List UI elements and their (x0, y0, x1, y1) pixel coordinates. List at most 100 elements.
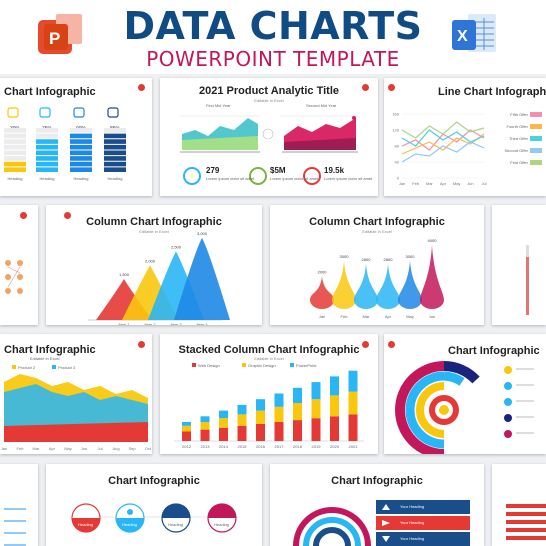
stack-segment (293, 420, 302, 441)
bar-segment (4, 156, 26, 161)
bar-segment (4, 161, 26, 167)
legend-label: Third Offer (509, 136, 529, 141)
slide-r4c4[interactable] (492, 464, 546, 546)
kpi-value-1: 279 (206, 166, 220, 175)
line-series (401, 121, 485, 139)
bar-label: Heading (108, 176, 123, 181)
circle-label-4: Heading (214, 522, 229, 527)
slide-title: Chart Infographic (108, 475, 200, 487)
stack-segment (200, 429, 210, 441)
row-heading-3: Your Heading (400, 536, 425, 541)
legend-graphic-design: Graphic Design (248, 363, 276, 368)
circle-icons (71, 503, 237, 533)
kpi-ring-3 (303, 167, 321, 185)
value-label: 3000 (406, 254, 416, 259)
drop-column-chart: 2000 Jan 3000 Feb 2800 Mar 2800 Apr 3000 May 4000 J… (310, 238, 444, 319)
category-label: 2013 (201, 444, 211, 449)
slide-r1c1[interactable]: Chart Infographic 30%Heading75%Heading90… (0, 78, 152, 196)
slide-r1c3[interactable]: Line Chart Infograph 160 120 80 40 0 Jan Feb Ma… (384, 78, 546, 196)
text-lines (4, 508, 26, 546)
value-label: 3000 (340, 254, 350, 259)
slide-r4c1[interactable] (0, 464, 38, 546)
bar-segment (36, 167, 58, 172)
stack-segment (274, 422, 284, 441)
slide-subtitle: Editable in Excel (254, 98, 284, 103)
arc-and-rows (293, 500, 470, 546)
legend-label: Fourth Offer (507, 124, 529, 129)
stacked-area-chart: Jan Feb Mar Apr May Jun Jul Aug Sep Oct (1, 374, 152, 451)
row-heading-2: Your Heading (400, 520, 425, 525)
y-tick-label: 160 (392, 112, 399, 117)
legend-swatch (530, 124, 542, 129)
slide-r2c2[interactable]: Column Chart Infographic Editable in Exc… (46, 205, 262, 325)
legend-swatch (530, 112, 542, 117)
legend-label: Fifth Offer (510, 112, 528, 117)
svg-text:X: X (457, 28, 468, 45)
slide-r4c3[interactable]: Chart Infographic Your Heading Your Head… (270, 464, 484, 546)
slide-r3c1[interactable]: Chart Infographic Editable in Excel Prod… (0, 334, 152, 454)
x-tick-label: Jan (399, 181, 405, 186)
bar-segment (70, 133, 92, 139)
legend-product-3: Product 3 (58, 365, 76, 370)
slide-r3c3[interactable]: Chart Infographic (384, 334, 546, 454)
slide-marker (362, 84, 369, 91)
stack-segment (219, 410, 228, 419)
slide-r2c3[interactable]: Column Chart Infographic Editable in Exc… (270, 205, 484, 325)
header: P X DATA CHARTS POWERPOINT TEMPLATE (0, 0, 546, 78)
kpi-text-3: Lorem ipsum dolor sit amet (324, 176, 373, 181)
legend-icons (504, 366, 534, 438)
category-label: May (406, 314, 414, 319)
slide-marker (362, 341, 369, 348)
value-label: 2800 (384, 257, 394, 262)
stack-segment (237, 425, 247, 441)
page-subtitle: POWERPOINT TEMPLATE (146, 47, 400, 71)
slide-r2c4[interactable] (492, 205, 546, 325)
x-tick-label: Jun (467, 181, 473, 186)
circle-label-1: Heading (78, 522, 93, 527)
slide-r1c2[interactable]: 2021 Product Analytic Title Editable in … (160, 78, 378, 196)
category-label: 2018 (293, 444, 303, 449)
stack-segment (330, 395, 339, 417)
value-label: 1,500 (119, 272, 130, 277)
slide-subtitle: Editable in Excel (362, 229, 392, 234)
y-tick-label: 120 (392, 128, 399, 133)
x-tick-label: Sep (128, 446, 136, 451)
stack-segment (330, 376, 339, 396)
radial-arc-chart (395, 361, 534, 454)
kpi-ring-2 (249, 167, 267, 185)
slide-subtitle: Editable in Excel (254, 356, 284, 361)
bar-segment (4, 139, 26, 144)
value-label: 2,500 (171, 245, 182, 250)
stacked-column-chart: 2012 2013 2014 2015 2016 2017 2018 2019 2020 2021 (174, 370, 364, 449)
x-tick-label: May (453, 181, 461, 186)
slide-title: 2021 Product Analytic Title (199, 85, 339, 97)
people-icons (5, 260, 23, 294)
kpi-ring-1 (183, 167, 201, 185)
slide-marker (388, 341, 395, 348)
slide-r2c1[interactable] (0, 205, 38, 325)
stack-segment (256, 399, 265, 411)
slide-marker (138, 341, 145, 348)
stack-segment (330, 416, 339, 441)
card-icon (107, 107, 119, 118)
slide-r3c2[interactable]: Stacked Column Chart Infographic Editabl… (160, 334, 378, 454)
bar-segment (4, 150, 26, 156)
bar-segment (70, 161, 92, 167)
bar-segment (4, 128, 26, 133)
bar-label: Heading (74, 176, 89, 181)
slide-r4c2[interactable]: Chart Infographic Heading Heading Headin… (46, 464, 262, 546)
legend-product-2: Product 2 (18, 365, 36, 370)
card-icon (39, 107, 51, 118)
bar-segment (70, 139, 92, 144)
category-label: Jan (319, 314, 325, 319)
slide-marker (138, 84, 145, 91)
kpi-value-2: $5M (270, 166, 286, 175)
peak-column (174, 238, 230, 320)
half-label-1: First Mid Year (206, 103, 231, 108)
bar-segment (36, 150, 58, 156)
x-tick-label: Feb (412, 181, 420, 186)
stack-segment (311, 418, 321, 441)
stack-segment (293, 403, 302, 421)
category-label: Item 3 (170, 322, 182, 325)
row-heading-1: Your Heading (400, 504, 425, 509)
